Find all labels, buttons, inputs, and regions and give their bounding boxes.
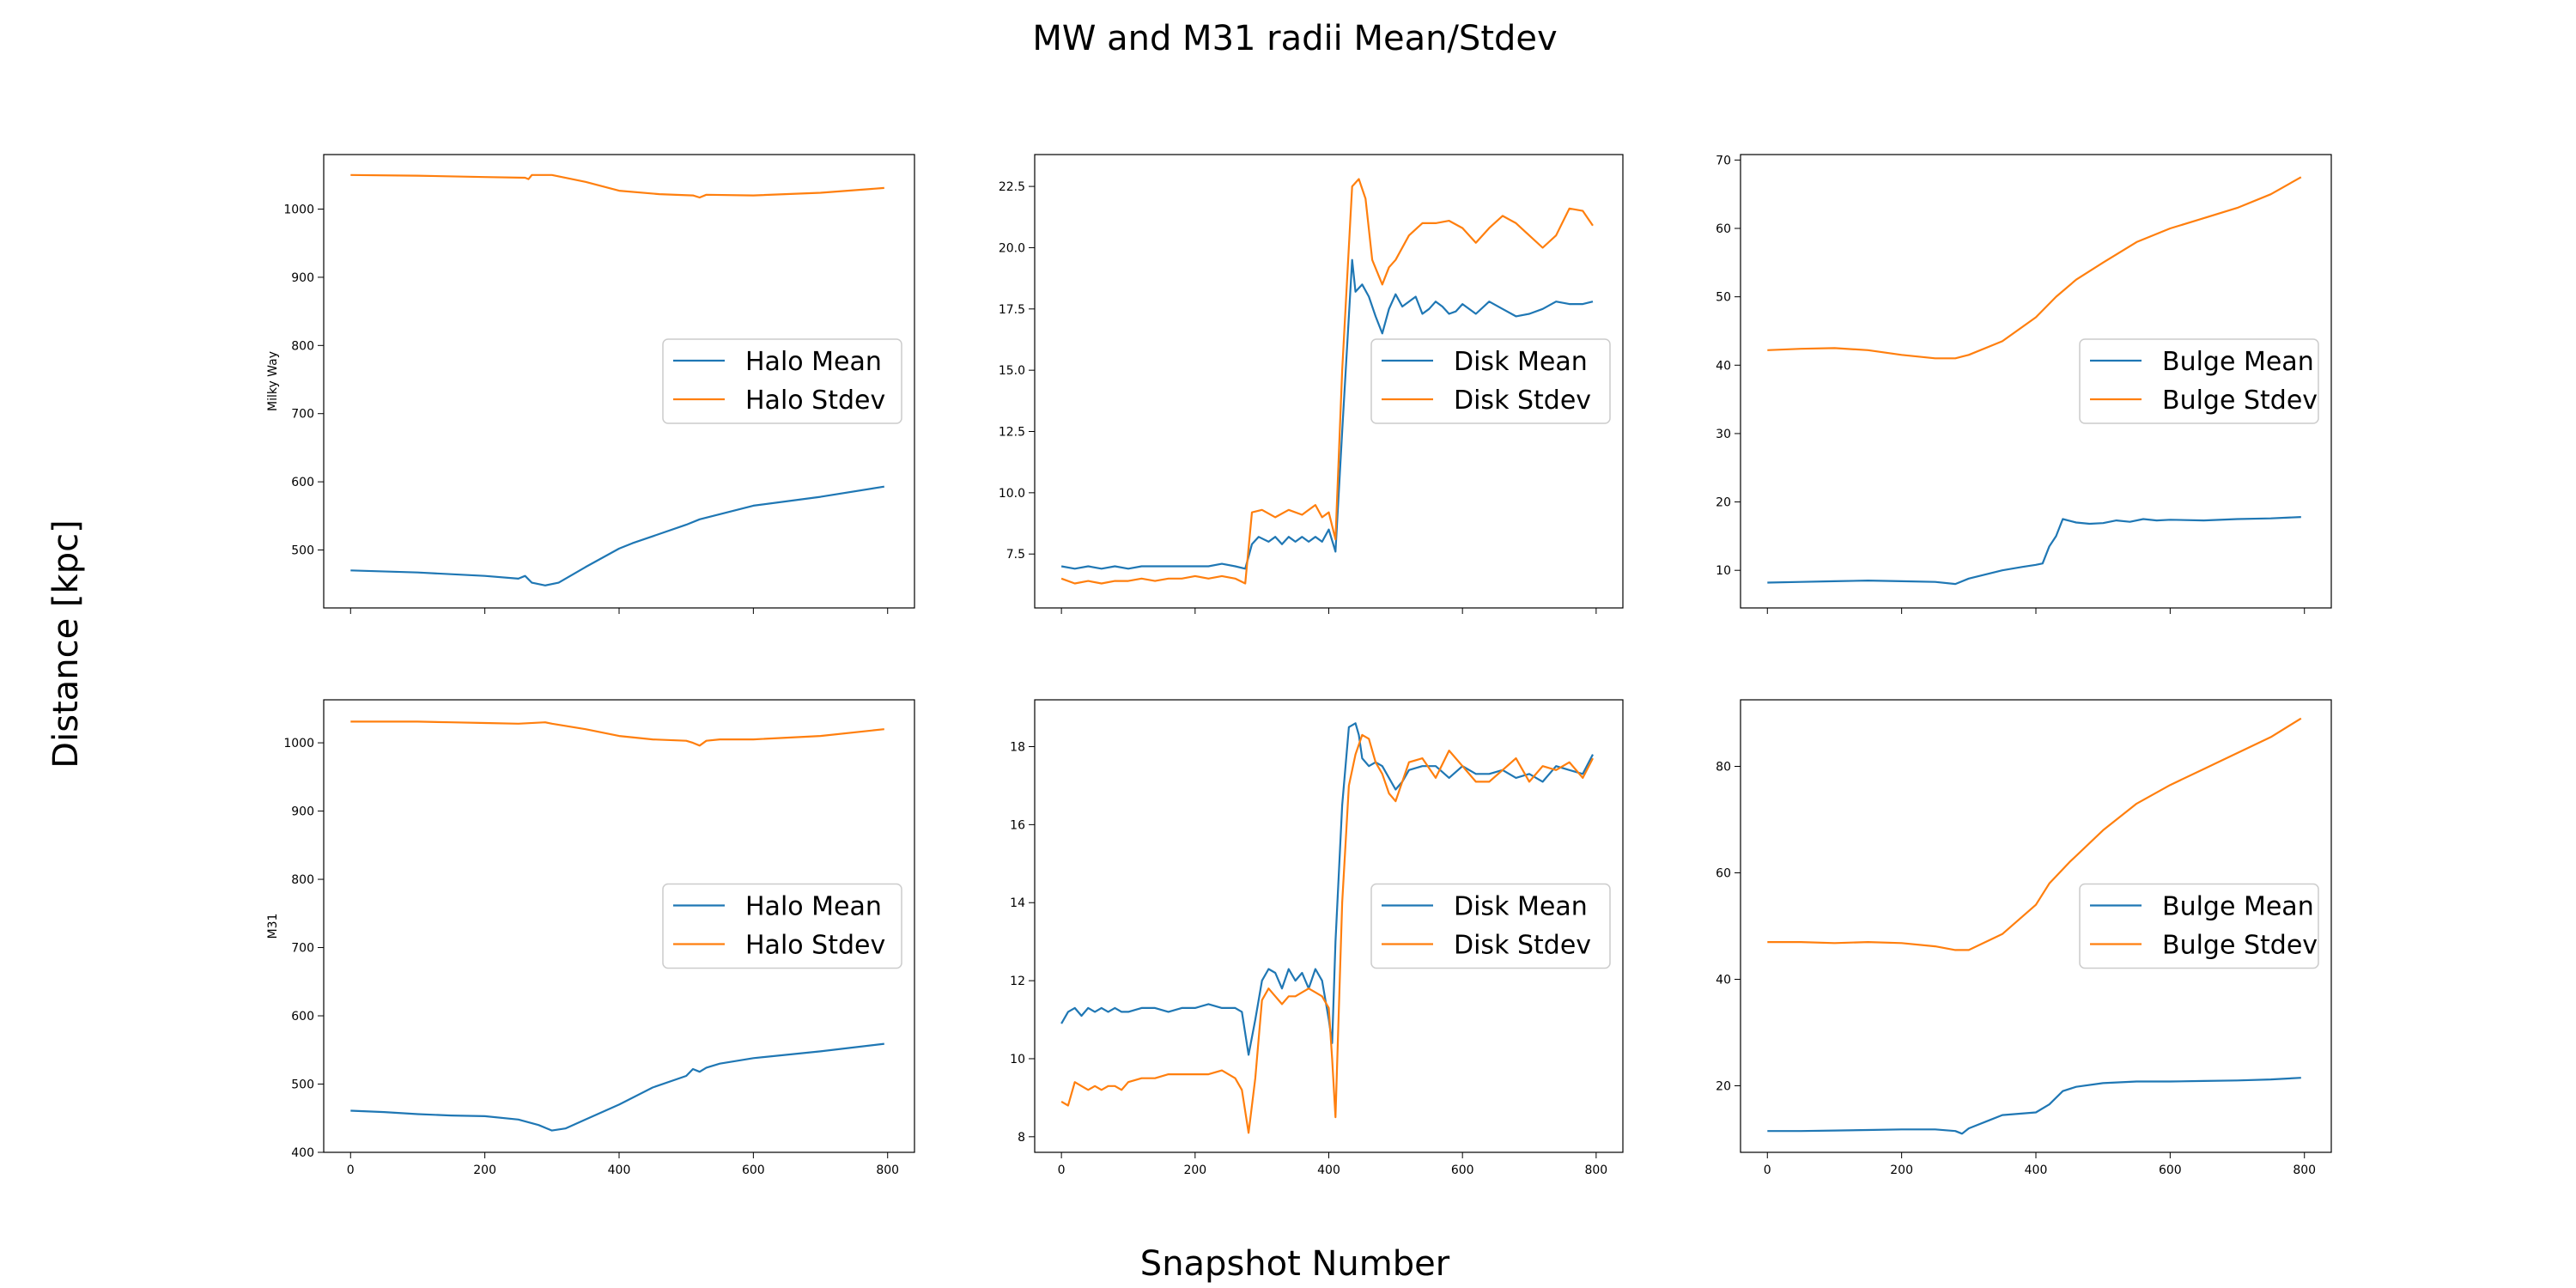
y-tick-label: 80 [1716,761,1731,775]
legend-entry: Bulge Mean [2162,347,2314,377]
x-tick-label: 0 [1058,1163,1066,1177]
subplot-4: 0 200 400 600 800 400 500 600 700 800 900 1000 M31 Ha… [266,699,915,1177]
series-line-stdev [1060,733,1594,1134]
legend-entry: Bulge Mean [2162,892,2314,922]
y-tick-label: 20 [1716,1080,1731,1094]
series-line-stdev [1767,176,2302,360]
legend: Halo Mean Halo Stdev [662,883,902,969]
legend: Bulge Mean Bulge Stdev [2079,883,2319,969]
x-tick-label: 200 [1890,1163,1913,1177]
y-tick-label: 18 [1010,741,1025,755]
series-line-stdev [350,173,884,199]
y-tick-label: 12.5 [999,426,1025,440]
x-tick-label: 400 [1317,1163,1340,1177]
y-tick-label: 700 [291,942,314,956]
x-tick-label: 800 [1584,1163,1607,1177]
y-tick-label: 700 [291,408,314,422]
series-line-stdev [350,720,884,747]
subplot-3: 10 20 30 40 50 60 70 Bulge Mean Bulge Stdev [1716,154,2332,614]
y-tick-label: 1000 [283,737,314,750]
y-tick-label: 40 [1716,974,1731,987]
y-tick-label: 20.0 [999,241,1025,255]
y-tick-label: 1000 [283,204,314,217]
series-line-mean [350,485,884,586]
y-tick-label: 70 [1716,154,1731,167]
x-tick-label: 600 [1451,1163,1474,1177]
legend-entry: Disk Stdev [1454,386,1591,416]
x-tick-label: 0 [1764,1163,1771,1177]
legend-entry: Halo Stdev [745,931,885,961]
y-tick-label: 10 [1716,564,1731,578]
subplot-ylabel: M31 [266,914,280,939]
legend: Bulge Mean Bulge Stdev [2079,338,2319,424]
y-tick-label: 20 [1716,496,1731,510]
legend-entry: Bulge Stdev [2162,931,2318,961]
series-line-mean [1767,516,2301,586]
legend: Disk Mean Disk Stdev [1370,883,1611,969]
y-tick-label: 15.0 [999,364,1025,378]
subplot-5: 0 200 400 600 800 8 10 12 14 16 18 Disk Mean Disk St… [1010,699,1624,1177]
series-line-mean [1767,1077,2301,1135]
x-tick-label: 400 [2025,1163,2048,1177]
figure-title: MW and M31 radii Mean/Stdev [1032,19,1557,58]
y-tick-label: 16 [1010,818,1025,832]
figure-xlabel: Snapshot Number [1140,1244,1450,1284]
subplot-6: 0 200 400 600 800 20 40 60 80 Bulge Mean Bulge Std… [1716,699,2332,1177]
y-tick-label: 12 [1010,975,1025,988]
y-tick-label: 500 [291,1078,314,1092]
x-tick-label: 400 [608,1163,631,1177]
y-tick-label: 600 [291,476,314,489]
y-tick-label: 500 [291,544,314,558]
series-line-stdev [1060,178,1594,585]
y-tick-label: 600 [291,1010,314,1024]
series-line-mean [350,1042,884,1132]
y-tick-label: 14 [1010,896,1025,910]
y-tick-label: 17.5 [999,303,1025,317]
y-tick-label: 900 [291,805,314,819]
series-line-stdev [1767,717,2302,951]
y-tick-label: 400 [291,1146,314,1160]
y-tick-label: 800 [291,339,314,353]
y-tick-label: 22.5 [999,180,1025,194]
y-tick-label: 8 [1018,1131,1025,1145]
legend: Halo Mean Halo Stdev [662,338,902,424]
y-tick-label: 40 [1716,359,1731,373]
y-tick-label: 60 [1716,222,1731,236]
x-tick-label: 200 [1183,1163,1206,1177]
y-tick-label: 50 [1716,291,1731,305]
legend-entry: Disk Mean [1454,892,1588,922]
x-tick-label: 800 [876,1163,899,1177]
y-tick-label: 800 [291,873,314,887]
x-tick-label: 800 [2293,1163,2316,1177]
legend-entry: Halo Stdev [745,386,885,416]
y-tick-label: 30 [1716,428,1731,441]
x-tick-label: 600 [2159,1163,2182,1177]
x-tick-label: 0 [347,1163,355,1177]
x-tick-label: 600 [742,1163,765,1177]
y-tick-label: 10.0 [999,487,1025,501]
legend-entry: Halo Mean [745,892,882,922]
subplot-ylabel: Milky Way [266,351,280,411]
legend-entry: Disk Stdev [1454,931,1591,961]
y-tick-label: 7.5 [1006,548,1025,562]
legend: Disk Mean Disk Stdev [1370,338,1611,424]
legend-entry: Disk Mean [1454,347,1588,377]
x-tick-label: 200 [473,1163,496,1177]
legend-entry: Bulge Stdev [2162,386,2318,416]
y-tick-label: 60 [1716,867,1731,881]
figure-ylabel: Distance [kpc] [46,519,86,768]
series-line-mean [1060,258,1594,570]
y-tick-label: 10 [1010,1053,1025,1066]
y-tick-label: 900 [291,271,314,285]
legend-entry: Halo Mean [745,347,882,377]
